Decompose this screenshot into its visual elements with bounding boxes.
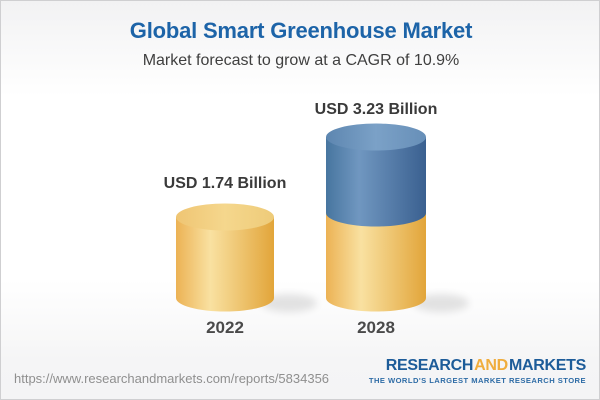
chart-subtitle: Market forecast to grow at a CAGR of 10.… (142, 52, 460, 69)
bar-category-2028: 2028 (357, 318, 395, 337)
report-url-link[interactable]: https://www.researchandmarkets.com/repor… (14, 371, 330, 386)
cylinder-2028 (326, 123, 426, 312)
bar-category-2022: 2022 (206, 318, 244, 337)
logo-word-research: RESEARCH (385, 357, 474, 374)
research-and-markets-logo: RESEARCH AND MARKETS THE WORLD'S LARGEST… (369, 357, 586, 385)
chart-title: Global Smart Greenhouse Market (129, 18, 473, 43)
logo-word-markets: MARKETS (508, 357, 586, 374)
shadow-2022 (261, 294, 317, 312)
cylinder-2028-top (326, 123, 426, 151)
bar-value-2022: USD 1.74 Billion (163, 175, 287, 192)
logo-word-and: AND (474, 357, 508, 374)
bar-value-2028: USD 3.23 Billion (314, 101, 438, 118)
cylinder-2022 (176, 203, 274, 312)
logo-tagline: THE WORLD'S LARGEST MARKET RESEARCH STOR… (368, 376, 586, 385)
cylinder-2028-yellow-segment (326, 213, 426, 298)
logo-wordmark: RESEARCH AND MARKETS (369, 357, 587, 375)
shadow-2028 (413, 294, 469, 312)
cylinder-2022-top (176, 203, 274, 231)
